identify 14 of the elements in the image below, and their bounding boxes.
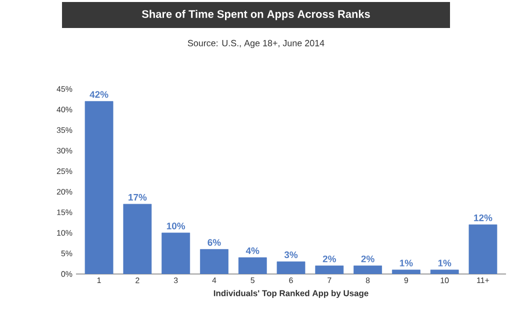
data-label: 42% [90, 91, 108, 98]
data-label: 6% [208, 239, 221, 246]
data-label: 2% [322, 256, 336, 262]
chart-title: Share of Time Spent on Apps Across Ranks [142, 10, 370, 20]
data-label: 1% [438, 260, 452, 266]
data-label: 1% [400, 260, 413, 266]
data-label: 2% [361, 256, 374, 262]
data-label: 3% [284, 251, 298, 258]
data-label: 12% [474, 214, 492, 222]
data-label: 17% [128, 194, 147, 201]
chart-subtitle: Source: U.S., Age 18+, June 2014 [188, 40, 324, 48]
data-label: 4% [246, 247, 260, 254]
x-axis-title: Individuals' Top Ranked App by Usage [214, 290, 368, 298]
data-label: 10% [166, 222, 186, 230]
